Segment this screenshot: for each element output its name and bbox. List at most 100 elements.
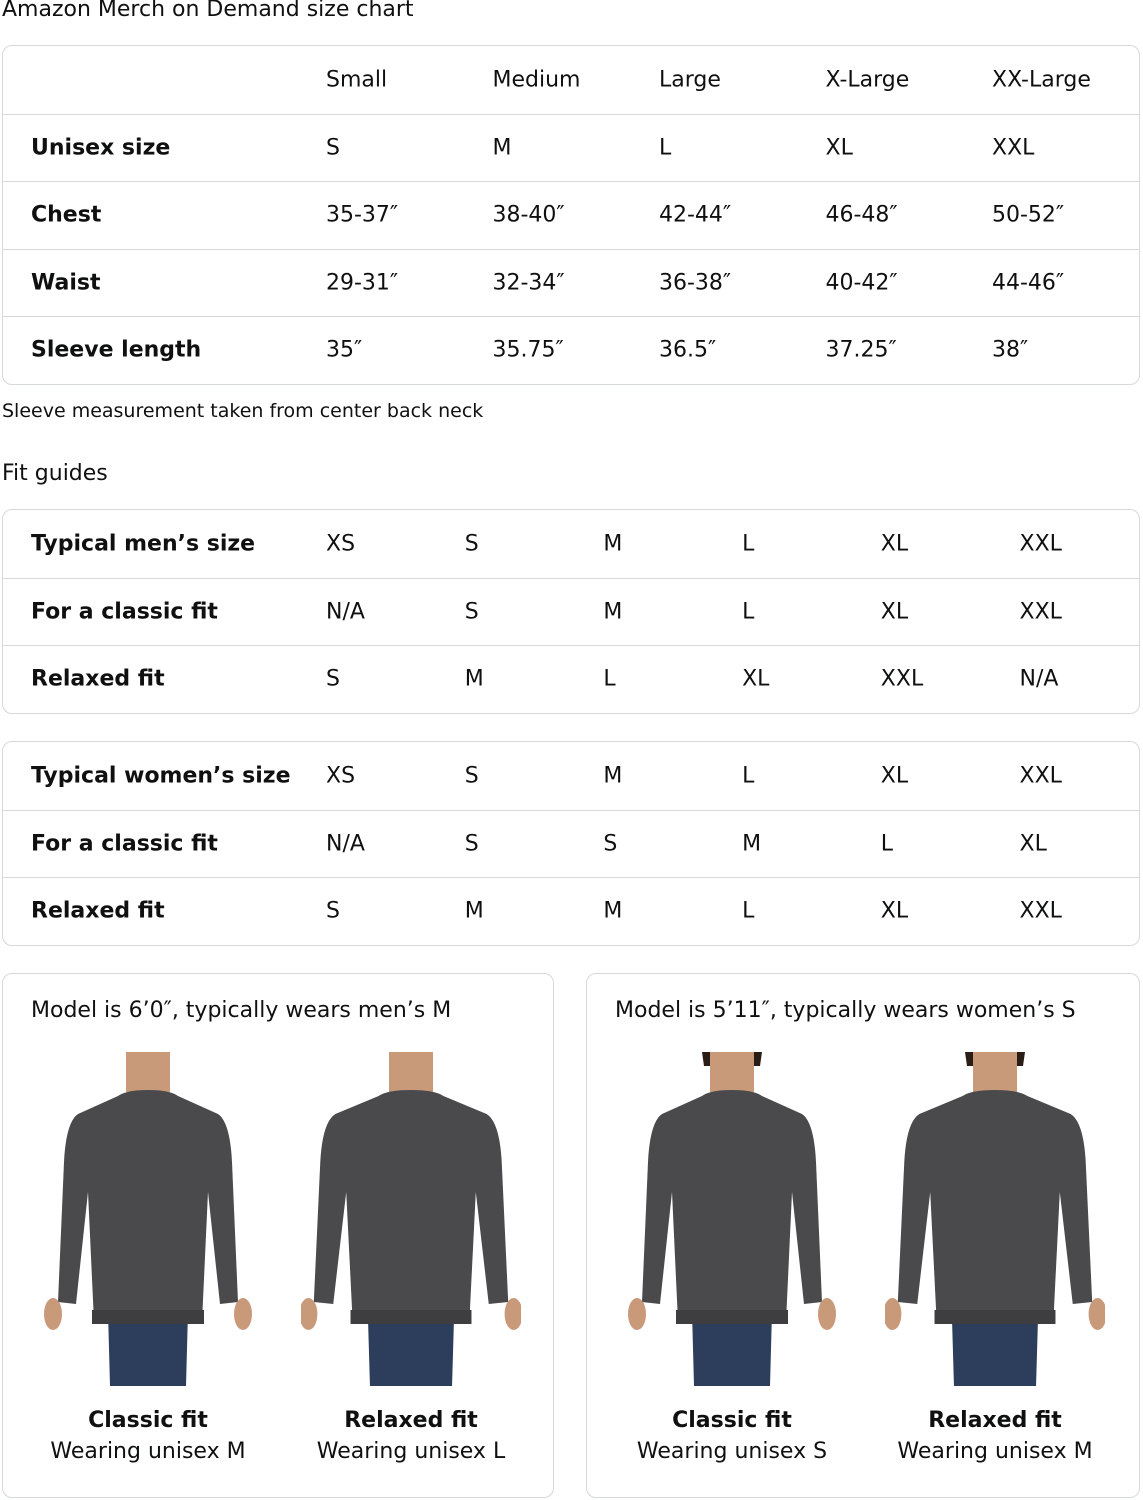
table-cell: XXL <box>992 135 1035 161</box>
table-cell: M <box>603 599 623 625</box>
table-cell: L <box>742 531 755 557</box>
table-cell: L <box>659 135 672 161</box>
table-cell: 38-40″ <box>492 202 565 228</box>
row-label: Unisex size <box>31 135 171 161</box>
table-cell: XXL <box>1019 763 1062 789</box>
table-cell: S <box>464 831 479 857</box>
row-label: Typical women’s size <box>31 763 291 789</box>
model-figure: Relaxed fit Wearing unisex M <box>865 1052 1125 1464</box>
table-cell: XXL <box>1019 531 1062 557</box>
fit-guides-heading: Fit guides <box>2 461 108 486</box>
fit-name: Relaxed fit <box>928 1408 1062 1433</box>
row-label: Chest <box>31 202 102 228</box>
table-cell: S <box>326 666 340 692</box>
table-cell: L <box>603 666 616 692</box>
sleeve-note: Sleeve measurement taken from center bac… <box>2 400 484 422</box>
table-cell: 36.5″ <box>659 337 717 363</box>
column-header: Large <box>659 67 721 93</box>
table-cell: M <box>742 831 762 857</box>
table-cell: XL <box>742 666 770 692</box>
table-cell: XXL <box>1019 898 1062 924</box>
table-cell: L <box>742 898 755 924</box>
table-row: Sleeve length 35″ 35.75″ 36.5″ 37.25″ 38″ <box>3 316 1139 384</box>
table-row: Relaxed fit S M M L XL XXL <box>3 877 1139 945</box>
row-label: For a classic fit <box>31 599 218 625</box>
row-label: Relaxed fit <box>31 898 165 924</box>
table-cell: XL <box>880 531 909 557</box>
table-cell: N/A <box>1019 666 1059 692</box>
table-cell: S <box>464 763 479 789</box>
fit-name: Classic fit <box>88 1408 208 1433</box>
table-row: Typical men’s size XS S M L XL XXL <box>3 510 1139 578</box>
row-label: Sleeve length <box>31 337 202 363</box>
table-row: For a classic fit N/A S S M L XL <box>3 809 1139 878</box>
table-cell: M <box>603 898 623 924</box>
wearing-size: Wearing unisex L <box>316 1439 506 1464</box>
table-cell: XL <box>825 135 853 161</box>
column-header: XX-Large <box>992 67 1091 93</box>
table-cell: XL <box>880 763 909 789</box>
row-label: Relaxed fit <box>31 666 165 692</box>
row-label: Waist <box>31 270 101 296</box>
table-cell: L <box>742 599 755 625</box>
table-row: Relaxed fit S M L XL XXL N/A <box>3 645 1139 713</box>
model-description: Model is 5’11″, typically wears women’s … <box>615 998 1076 1023</box>
table-cell: 42-44″ <box>659 202 732 228</box>
womens-fit-table: Typical women’s size XS S M L XL XXL For a clas… <box>2 741 1140 946</box>
column-header: X-Large <box>825 67 910 93</box>
table-cell: 35″ <box>326 337 363 363</box>
table-cell: XXL <box>1019 599 1062 625</box>
wearing-size: Wearing unisex M <box>50 1439 246 1464</box>
table-row: Waist 29-31″ 32-34″ 36-38″ 40-42″ 44-46″ <box>3 248 1139 317</box>
model-photo <box>281 1052 541 1386</box>
row-label: For a classic fit <box>31 831 218 857</box>
table-cell: S <box>464 531 479 557</box>
table-cell: S <box>603 831 618 857</box>
table-cell: 37.25″ <box>825 337 897 363</box>
table-cell: 44-46″ <box>992 270 1065 296</box>
womens-model-card: Model is 5’11″, typically wears women’s … <box>586 973 1140 1498</box>
table-cell: XL <box>1019 831 1047 857</box>
table-cell: M <box>464 666 484 692</box>
wearing-size: Wearing unisex S <box>636 1439 828 1464</box>
table-cell: S <box>326 135 340 161</box>
table-cell: S <box>326 898 340 924</box>
model-figure: Classic fit Wearing unisex M <box>18 1052 278 1464</box>
wearing-size: Wearing unisex M <box>897 1439 1093 1464</box>
table-cell: L <box>880 831 894 857</box>
table-cell: M <box>603 763 623 789</box>
model-description: Model is 6’0″, typically wears men’s M <box>31 998 452 1023</box>
size-chart-table: Small Medium Large X-Large XX-Large Unisex si… <box>2 45 1140 385</box>
table-row: Unisex size S M L XL XXL <box>3 113 1139 182</box>
model-photo <box>18 1052 278 1386</box>
table-row: For a classic fit N/A S M L XL XXL <box>3 577 1139 646</box>
table-cell: N/A <box>326 599 365 625</box>
model-photo <box>865 1052 1125 1386</box>
model-figure: Classic fit Wearing unisex S <box>602 1052 862 1464</box>
table-cell: 40-42″ <box>825 270 898 296</box>
table-cell: 36-38″ <box>659 270 732 296</box>
table-cell: 35.75″ <box>492 337 564 363</box>
page-title: Amazon Merch on Demand size chart <box>2 0 414 22</box>
table-cell: XS <box>326 531 356 557</box>
table-row: Chest 35-37″ 38-40″ 42-44″ 46-48″ 50-52″ <box>3 181 1139 249</box>
mens-model-card: Model is 6’0″, typically wears men’s M C… <box>2 973 554 1498</box>
table-cell: S <box>464 599 479 625</box>
fit-name: Classic fit <box>672 1408 792 1433</box>
table-cell: M <box>492 135 512 161</box>
table-header-row: Small Medium Large X-Large XX-Large <box>3 46 1139 114</box>
mens-fit-table: Typical men’s size XS S M L XL XXL For a classi… <box>2 509 1140 714</box>
table-cell: 50-52″ <box>992 202 1065 228</box>
table-cell: 35-37″ <box>326 202 399 228</box>
table-cell: 29-31″ <box>326 270 399 296</box>
fit-name: Relaxed fit <box>344 1408 478 1433</box>
table-cell: XS <box>326 763 356 789</box>
table-cell: 32-34″ <box>492 270 565 296</box>
column-header: Small <box>326 67 388 93</box>
table-cell: 46-48″ <box>825 202 898 228</box>
model-photo <box>602 1052 862 1386</box>
table-cell: M <box>464 898 484 924</box>
table-cell: N/A <box>326 831 365 857</box>
table-row: Typical women’s size XS S M L XL XXL <box>3 742 1139 810</box>
model-figure: Relaxed fit Wearing unisex L <box>281 1052 541 1464</box>
